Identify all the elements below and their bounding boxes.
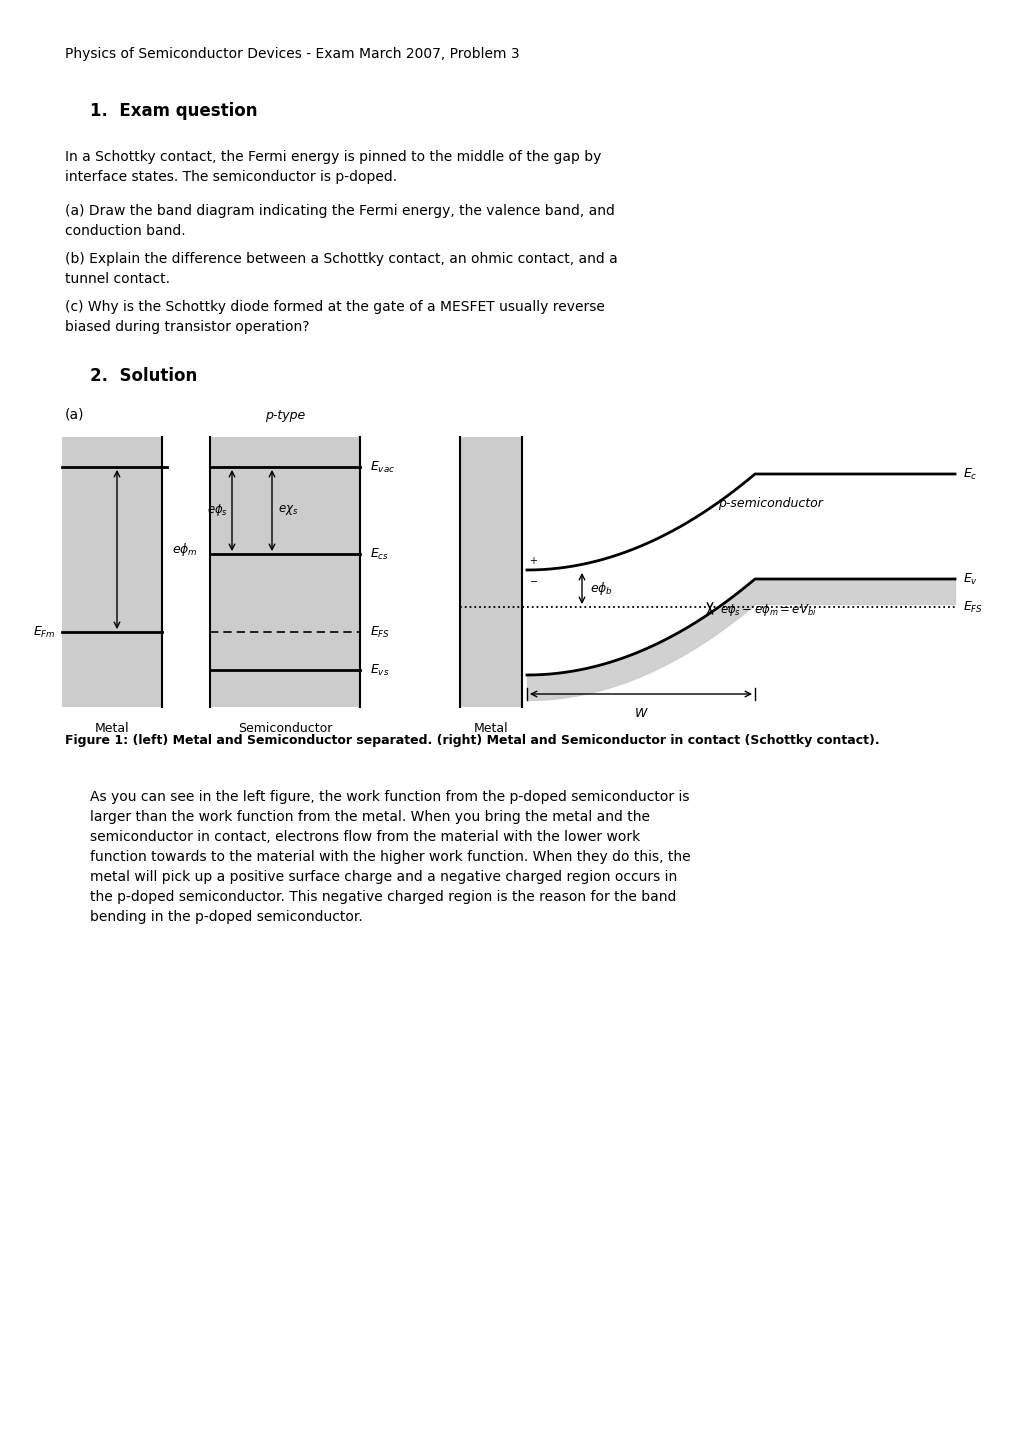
Text: Semiconductor: Semiconductor <box>237 722 332 735</box>
Text: $E_{vac}$: $E_{vac}$ <box>370 460 394 474</box>
Text: Physics of Semiconductor Devices - Exam March 2007, Problem 3: Physics of Semiconductor Devices - Exam … <box>65 48 519 61</box>
Bar <box>210 437 360 707</box>
Text: (a): (a) <box>65 407 85 421</box>
Text: Metal: Metal <box>473 722 507 735</box>
Text: $E_c$: $E_c$ <box>962 466 976 482</box>
Text: $E_v$: $E_v$ <box>962 571 977 587</box>
Text: $E_{cs}$: $E_{cs}$ <box>370 547 388 561</box>
Text: $e\phi_b$: $e\phi_b$ <box>589 580 612 597</box>
Text: $E_{FS}$: $E_{FS}$ <box>962 600 982 614</box>
Text: p-semiconductor: p-semiconductor <box>716 497 821 510</box>
Text: $+$: $+$ <box>529 555 537 565</box>
Text: In a Schottky contact, the Fermi energy is pinned to the middle of the gap by
in: In a Schottky contact, the Fermi energy … <box>65 150 601 185</box>
Text: Metal: Metal <box>95 722 129 735</box>
Text: Figure 1: (left) Metal and Semiconductor separated. (right) Metal and Semiconduc: Figure 1: (left) Metal and Semiconductor… <box>65 734 878 747</box>
Text: $e\chi_s$: $e\chi_s$ <box>278 503 298 518</box>
Text: As you can see in the left figure, the work function from the p-doped semiconduc: As you can see in the left figure, the w… <box>90 790 690 924</box>
Text: 2.  Solution: 2. Solution <box>90 368 197 385</box>
Text: (a) Draw the band diagram indicating the Fermi energy, the valence band, and
con: (a) Draw the band diagram indicating the… <box>65 203 614 238</box>
Text: $E_{Fm}$: $E_{Fm}$ <box>33 624 56 640</box>
Text: $W$: $W$ <box>633 707 648 720</box>
Text: (b) Explain the difference between a Schottky contact, an ohmic contact, and a
t: (b) Explain the difference between a Sch… <box>65 252 618 286</box>
Text: (c) Why is the Schottky diode formed at the gate of a MESFET usually reverse
bia: (c) Why is the Schottky diode formed at … <box>65 300 604 335</box>
Text: 1.  Exam question: 1. Exam question <box>90 102 257 120</box>
Bar <box>62 437 162 707</box>
Text: $e\phi_s$: $e\phi_s$ <box>207 502 228 519</box>
Text: $e\phi_m$: $e\phi_m$ <box>172 541 198 558</box>
Text: p-type: p-type <box>265 410 305 423</box>
Text: $E_{vs}$: $E_{vs}$ <box>370 662 389 678</box>
Bar <box>460 437 522 707</box>
Text: $-$: $-$ <box>529 575 538 585</box>
Text: $E_{FS}$: $E_{FS}$ <box>370 624 390 640</box>
Text: $e\phi_s - e\phi_m = eV_{bi}$: $e\phi_s - e\phi_m = eV_{bi}$ <box>719 601 816 617</box>
